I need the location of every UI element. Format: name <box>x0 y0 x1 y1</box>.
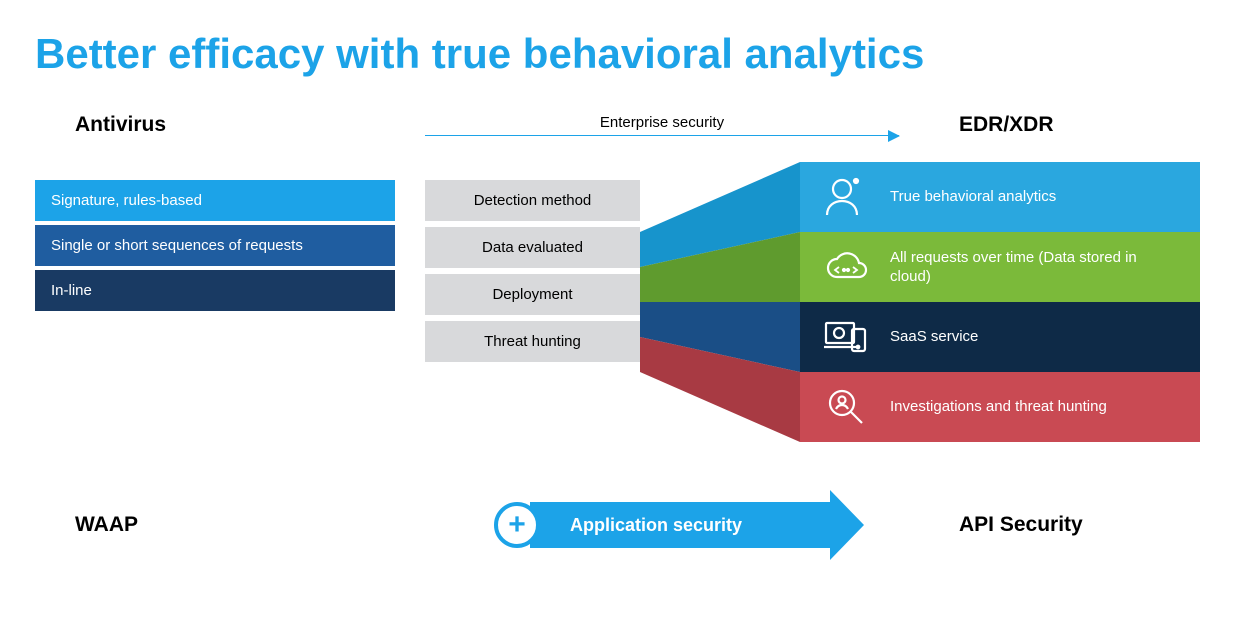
bottom-row: WAAP + Application security API Security <box>35 502 1219 548</box>
page-title: Better efficacy with true behavioral ana… <box>35 30 1219 78</box>
right-block-label: True behavioral analytics <box>890 187 1056 207</box>
left-bar-1: Single or short sequences of requests <box>35 225 395 266</box>
thin-arrow-line <box>425 135 899 136</box>
left-bar-2: In-line <box>35 270 395 311</box>
right-block-1: All requests over time (Data stored in c… <box>800 232 1200 302</box>
left-column: Signature, rules-based Single or short s… <box>35 162 395 472</box>
thick-arrow-label: Application security <box>570 515 742 536</box>
mid-pill-3: Threat hunting <box>425 321 640 362</box>
left-bar-label: Single or short sequences of requests <box>51 237 303 254</box>
funnel-svg <box>640 162 800 442</box>
right-block-0: True behavioral analytics <box>800 162 1200 232</box>
top-right-label: EDR/XDR <box>899 113 1179 137</box>
left-bar-label: In-line <box>51 282 92 299</box>
funnel-connector <box>640 162 800 472</box>
plus-icon: + <box>494 502 540 548</box>
top-left-label: Antivirus <box>75 113 425 137</box>
left-bar-label: Signature, rules-based <box>51 192 202 209</box>
mid-pill-1: Data evaluated <box>425 227 640 268</box>
mid-pill-2: Deployment <box>425 274 640 315</box>
enterprise-arrow: Enterprise security <box>425 114 899 136</box>
right-block-label: Investigations and threat hunting <box>890 397 1107 417</box>
top-row: Antivirus Enterprise security EDR/XDR <box>35 113 1219 137</box>
bottom-left-label: WAAP <box>75 513 425 537</box>
device-icon <box>822 315 870 359</box>
bottom-right-label: API Security <box>899 513 1179 537</box>
enterprise-arrow-label: Enterprise security <box>425 114 899 131</box>
left-bar-0: Signature, rules-based <box>35 180 395 221</box>
right-block-3: Investigations and threat hunting <box>800 372 1200 442</box>
main-area: Signature, rules-based Single or short s… <box>35 162 1219 472</box>
right-block-label: All requests over time (Data stored in c… <box>890 248 1178 287</box>
thick-arrow: Application security <box>530 502 830 548</box>
mid-pill-0: Detection method <box>425 180 640 221</box>
magnify-icon <box>822 385 870 429</box>
application-arrow: + Application security <box>425 502 899 548</box>
right-block-2: SaaS service <box>800 302 1200 372</box>
user-icon <box>822 175 870 219</box>
right-block-label: SaaS service <box>890 327 978 347</box>
cloud-icon <box>822 245 870 289</box>
middle-column: Detection method Data evaluated Deployme… <box>425 162 640 472</box>
right-column: True behavioral analytics All requests o… <box>800 162 1200 472</box>
